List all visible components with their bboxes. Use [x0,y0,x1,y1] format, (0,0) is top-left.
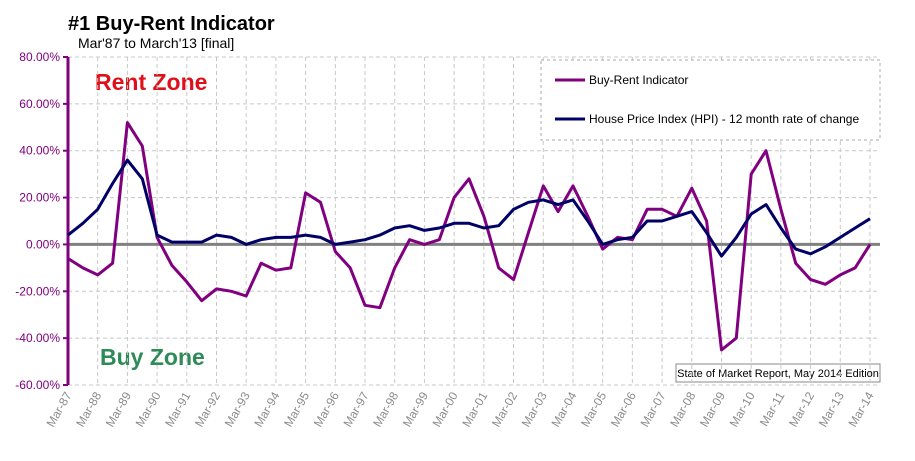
y-tick-label: 0.00% [26,237,60,251]
x-tick-label: Mar-02 [489,389,520,429]
rent-zone-label: Rent Zone [95,69,207,95]
legend-label: House Price Index (HPI) - 12 month rate … [589,112,859,126]
x-tick-label: Mar-92 [192,389,223,429]
source-box [675,363,881,383]
y-tick-label: -60.00% [15,378,60,392]
x-tick-label: Mar-91 [162,389,193,429]
chart-subtitle: Mar'87 to March'13 [final] [78,35,234,51]
x-tick-label: Mar-03 [519,389,550,429]
y-tick-label: 20.00% [19,191,60,205]
x-tick-label: Mar-97 [341,389,372,429]
x-tick-label: Mar-90 [133,389,164,429]
buy-zone-label: Buy Zone [100,344,205,370]
y-tick-label: 40.00% [19,144,60,158]
x-tick-label: Mar-96 [311,389,342,429]
series-line [67,158,871,258]
x-tick-label: Mar-87 [43,389,74,429]
x-tick-label: Mar-10 [727,389,758,429]
x-tick-label: Mar-88 [73,389,104,429]
series-line [67,121,872,352]
y-tick-label: -20.00% [15,284,60,298]
x-tick-label: Mar-09 [697,389,728,429]
x-tick-label: Mar-06 [608,389,639,429]
x-tick-label: Mar-12 [786,389,817,429]
x-tick-label: Mar-98 [370,389,401,429]
x-tick-label: Mar-93 [222,389,253,429]
x-tick-label: Mar-00 [430,389,461,429]
x-tick-label: Mar-01 [459,389,490,429]
legend-label: Buy-Rent Indicator [589,73,688,87]
y-tick-label: 60.00% [19,97,60,111]
x-tick-label: Mar-07 [638,389,669,429]
x-tick-label: Mar-14 [845,389,876,429]
x-tick-label: Mar-89 [103,389,134,429]
legend-box [540,59,881,141]
source-note: State of Market Report, May 2014 Edition [677,368,879,380]
x-tick-label: Mar-99 [400,389,431,429]
x-tick-label: Mar-08 [667,389,698,429]
x-tick-label: Mar-11 [757,389,788,428]
x-tick-label: Mar-94 [251,389,282,429]
chart-title: #1 Buy-Rent Indicator [68,13,275,35]
x-tick-label: Mar-04 [548,389,579,429]
y-tick-label: -40.00% [15,331,60,345]
x-tick-label: Mar-13 [816,389,847,429]
x-tick-label: Mar-05 [578,389,609,429]
y-tick-label: 80.00% [19,50,60,64]
x-tick-label: Mar-95 [281,389,312,429]
